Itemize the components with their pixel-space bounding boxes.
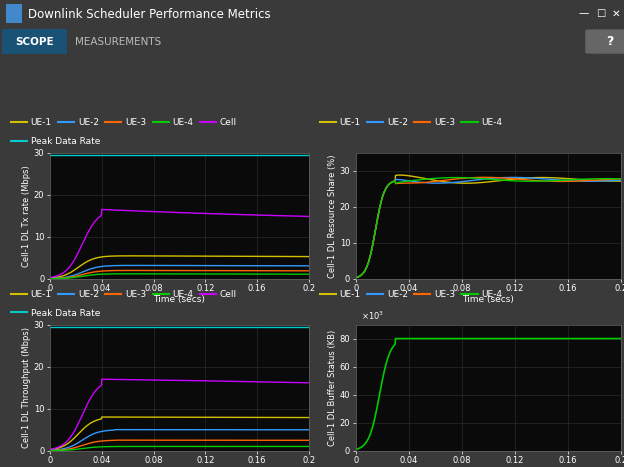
Y-axis label: Cell-1 DL Buffer Status (KB): Cell-1 DL Buffer Status (KB) [328, 330, 337, 446]
Text: ?: ? [606, 35, 613, 48]
Text: ✕: ✕ [612, 8, 621, 19]
X-axis label: Time (secs): Time (secs) [462, 295, 514, 304]
Legend: Peak Data Rate: Peak Data Rate [11, 137, 100, 146]
FancyBboxPatch shape [585, 29, 624, 54]
FancyBboxPatch shape [2, 29, 67, 54]
Text: ☐: ☐ [597, 8, 605, 19]
Legend: UE-1, UE-2, UE-3, UE-4: UE-1, UE-2, UE-3, UE-4 [319, 290, 502, 299]
Y-axis label: Cell-1 DL Resource Share (%): Cell-1 DL Resource Share (%) [328, 154, 337, 277]
X-axis label: Time (secs): Time (secs) [154, 295, 205, 304]
Text: MEASUREMENTS: MEASUREMENTS [76, 36, 162, 47]
Y-axis label: Cell-1 DL Tx rate (Mbps): Cell-1 DL Tx rate (Mbps) [22, 165, 31, 267]
Legend: UE-1, UE-2, UE-3, UE-4: UE-1, UE-2, UE-3, UE-4 [319, 119, 502, 127]
Legend: Peak Data Rate: Peak Data Rate [11, 309, 100, 318]
Text: SCOPE: SCOPE [15, 36, 54, 47]
Text: Downlink Scheduler Performance Metrics: Downlink Scheduler Performance Metrics [28, 7, 271, 21]
Y-axis label: Cell-1 DL Throughput (Mbps): Cell-1 DL Throughput (Mbps) [22, 327, 31, 448]
Text: $\times10^3$: $\times10^3$ [361, 310, 384, 322]
Text: —: — [578, 8, 588, 19]
Bar [6, 4, 22, 23]
